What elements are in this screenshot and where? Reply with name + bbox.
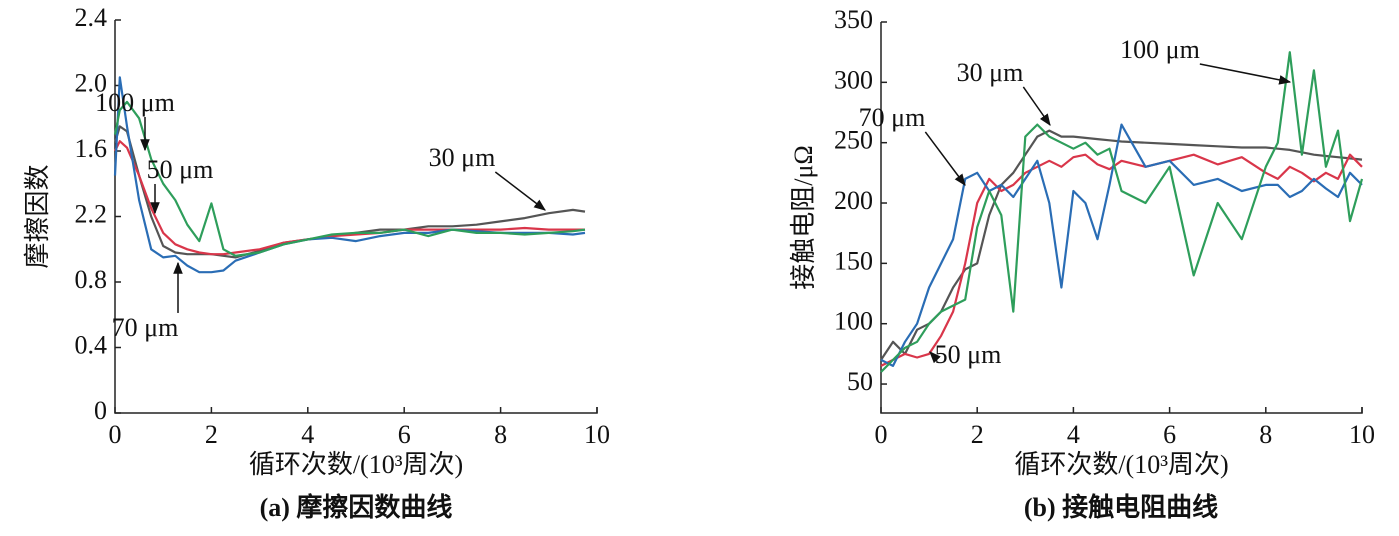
y-tick-label: 100 bbox=[834, 307, 873, 336]
data-line bbox=[880, 129, 1363, 361]
x-tick-label: 0 bbox=[109, 420, 122, 449]
series-annotation: 50 μm bbox=[147, 155, 214, 184]
y-tick-label: 1.6 bbox=[75, 134, 108, 163]
x-axis-label: 循环次数/(10³周次) bbox=[1014, 450, 1228, 479]
y-tick-label: 2.4 bbox=[75, 3, 108, 32]
data-line bbox=[880, 51, 1364, 373]
y-tick-label: 350 bbox=[834, 5, 873, 34]
x-tick-label: 4 bbox=[301, 420, 314, 449]
x-tick-label: 2 bbox=[205, 420, 218, 449]
caption: (a) 摩擦因数曲线 bbox=[260, 492, 453, 522]
x-tick-label: 10 bbox=[1349, 420, 1375, 449]
annotation-arrow bbox=[494, 171, 546, 211]
y-tick-label: 200 bbox=[834, 186, 873, 215]
x-tick-label: 4 bbox=[1067, 420, 1080, 449]
series-annotation: 30 μm bbox=[429, 143, 496, 172]
y-axis-label: 摩擦因数 bbox=[23, 164, 52, 268]
x-tick-label: 8 bbox=[494, 420, 507, 449]
y-tick-label: 150 bbox=[834, 246, 873, 275]
annotation-arrow bbox=[924, 131, 966, 186]
data-line bbox=[114, 140, 585, 256]
axes bbox=[114, 20, 598, 414]
x-tick-label: 6 bbox=[1163, 420, 1176, 449]
series-annotation: 100 μm bbox=[95, 88, 175, 117]
annotation-arrow bbox=[1199, 63, 1292, 85]
y-tick-label: 0.8 bbox=[75, 265, 108, 294]
caption: (b) 接触电阻曲线 bbox=[1024, 493, 1218, 522]
series-annotation: 70 μm bbox=[859, 103, 926, 132]
series-annotation: 70 μm bbox=[112, 313, 179, 342]
y-tick-label: 0.4 bbox=[75, 330, 108, 359]
annotation-arrow bbox=[929, 351, 941, 364]
y-tick-label: 50 bbox=[847, 367, 873, 396]
data-line bbox=[113, 100, 586, 257]
data-line bbox=[113, 125, 586, 259]
series-annotation: 50 μm bbox=[935, 340, 1002, 369]
x-axis-label: 循环次数/(10³周次) bbox=[249, 450, 463, 479]
x-tick-label: 2 bbox=[971, 420, 984, 449]
y-tick-label: 2.2 bbox=[75, 199, 108, 228]
subplot: 0 2 4 6 8 10 50 100 150 200 250 300 350 循环次数/(10³周次) 接… bbox=[789, 5, 1375, 522]
subplot: 0 2 4 6 8 10 0 0.4 0.8 2.2 1.6 2.0 2.4 循环次数/(10³周次) 摩擦… bbox=[23, 3, 610, 522]
annotation-arrow bbox=[1022, 86, 1051, 126]
x-tick-label: 10 bbox=[584, 420, 610, 449]
x-tick-label: 6 bbox=[398, 420, 411, 449]
series-annotation: 100 μm bbox=[1120, 35, 1200, 64]
x-tick-label: 0 bbox=[875, 420, 888, 449]
x-tick-label: 8 bbox=[1259, 420, 1272, 449]
data-line bbox=[880, 123, 1363, 367]
y-tick-label: 2.0 bbox=[75, 68, 108, 97]
y-tick-label: 300 bbox=[834, 65, 873, 94]
series-annotation: 30 μm bbox=[957, 58, 1024, 87]
y-axis-label: 接触电阻/μΩ bbox=[789, 145, 818, 290]
y-tick-label: 250 bbox=[834, 126, 873, 155]
data-line bbox=[880, 153, 1363, 367]
y-tick-label: 0 bbox=[94, 396, 107, 425]
